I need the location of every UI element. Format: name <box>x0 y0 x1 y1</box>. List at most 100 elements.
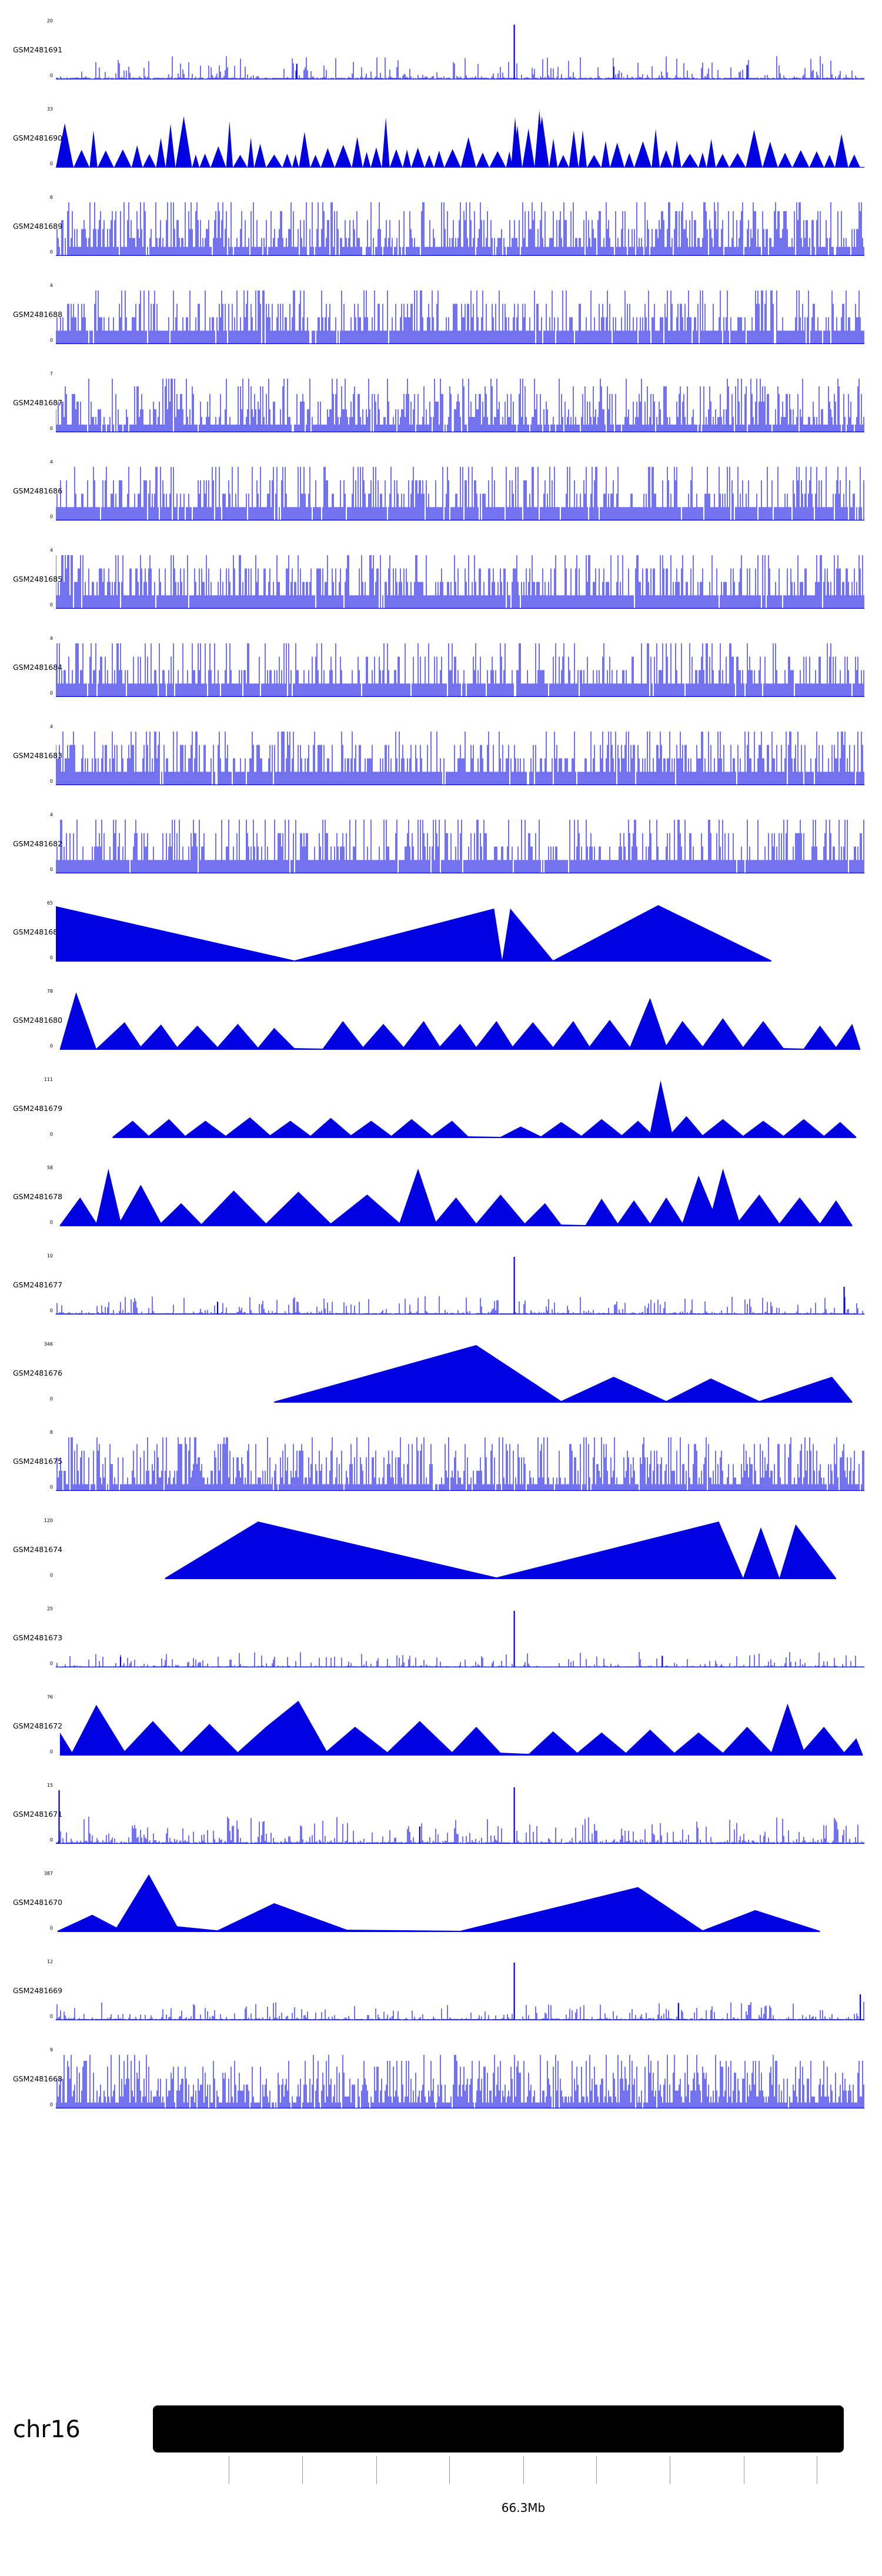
track-ymax-label: 4 <box>49 724 53 729</box>
track-signal-plot <box>56 1437 864 1491</box>
track-row: GSM2481674 120 0 <box>0 1517 882 1606</box>
track-ymax-label: 111 <box>44 1077 53 1082</box>
track-ymin-label: 0 <box>49 1484 53 1490</box>
track-ymin-label: 0 <box>49 514 53 519</box>
track-ymin-label: 0 <box>49 867 53 872</box>
track-row: GSM2481686 4 0 <box>0 459 882 547</box>
track-label: GSM2481691 <box>13 45 63 54</box>
track-signal-plot <box>56 110 864 168</box>
axis-tick <box>596 2456 597 2484</box>
track-signal-plot <box>56 290 864 344</box>
track-label: GSM2481675 <box>13 1457 63 1466</box>
track-signal-plot <box>57 1874 820 1932</box>
track-signal-plot <box>56 1611 864 1667</box>
track-signal-plot <box>56 555 864 609</box>
chromosome-label: chr16 <box>13 2416 81 2443</box>
track-ymax-label: 9 <box>49 2047 53 2053</box>
track-label: GSM2481681 <box>13 927 63 936</box>
track-row: GSM2481672 76 0 <box>0 1694 882 1782</box>
track-ymin-label: 0 <box>49 602 53 608</box>
track-ymin-label: 0 <box>49 1926 53 1931</box>
axis-tick <box>449 2456 450 2484</box>
track-signal-plot <box>59 1169 853 1226</box>
track-row: GSM2481668 9 0 <box>0 2047 882 2135</box>
axis-tick <box>376 2456 377 2484</box>
track-ymin-label: 0 <box>49 2014 53 2019</box>
track-signal-plot <box>56 731 864 785</box>
track-label: GSM2481671 <box>13 1810 63 1818</box>
track-ymin-label: 0 <box>49 161 53 166</box>
track-row: GSM2481688 4 0 <box>0 282 882 371</box>
track-ymax-label: 387 <box>44 1871 53 1876</box>
track-row: GSM2481685 4 0 <box>0 547 882 635</box>
track-signal-plot <box>56 643 864 697</box>
track-row: GSM2481690 33 0 <box>0 106 882 194</box>
track-row: GSM2481681 65 0 <box>0 900 882 988</box>
track-row: GSM2481680 78 0 <box>0 988 882 1076</box>
track-ymax-label: 7 <box>49 371 53 376</box>
track-ymax-label: 346 <box>44 1342 53 1347</box>
track-label: GSM2481676 <box>13 1369 63 1377</box>
track-ymin-label: 0 <box>49 249 53 255</box>
track-ymax-label: 6 <box>49 195 53 200</box>
track-row: GSM2481687 7 0 <box>0 371 882 459</box>
track-signal-plot <box>165 1521 836 1579</box>
track-ymin-label: 0 <box>49 955 53 960</box>
track-label: GSM2481672 <box>13 1721 63 1730</box>
track-ymin-label: 0 <box>49 1396 53 1402</box>
track-ymax-label: 15 <box>46 1783 53 1788</box>
track-row: GSM2481691 20 0 <box>0 18 882 106</box>
track-label: GSM2481687 <box>13 398 63 407</box>
track-label: GSM2481674 <box>13 1545 63 1554</box>
track-label: GSM2481689 <box>13 222 63 231</box>
track-row: GSM2481684 4 0 <box>0 635 882 723</box>
track-label: GSM2481688 <box>13 310 63 319</box>
track-signal-plot <box>56 1787 864 1844</box>
track-row: GSM2481682 4 0 <box>0 812 882 900</box>
track-ymax-label: 65 <box>46 900 53 906</box>
axis-tick <box>523 2456 524 2484</box>
track-ymax-label: 4 <box>49 636 53 641</box>
track-ymax-label: 12 <box>46 1959 53 1964</box>
track-ymin-label: 0 <box>49 1749 53 1754</box>
track-signal-plot <box>112 1080 857 1138</box>
chromosome-bar <box>153 2405 844 2452</box>
track-ymin-label: 0 <box>49 2102 53 2107</box>
track-ymin-label: 0 <box>49 426 53 431</box>
track-label: GSM2481683 <box>13 751 63 760</box>
position-label: 66.3Mb <box>501 2501 546 2515</box>
track-label: GSM2481680 <box>13 1016 63 1025</box>
track-label: GSM2481684 <box>13 663 63 672</box>
track-ymax-label: 4 <box>49 283 53 288</box>
track-signal-plot <box>56 202 864 256</box>
track-ymax-label: 120 <box>44 1518 53 1523</box>
track-ymax-label: 25 <box>46 1606 53 1611</box>
track-signal-plot <box>56 905 771 962</box>
track-row: GSM2481673 25 0 <box>0 1606 882 1694</box>
track-signal-plot <box>56 466 864 520</box>
track-ymin-label: 0 <box>49 1308 53 1313</box>
track-ymin-label: 0 <box>49 690 53 696</box>
track-ymin-label: 0 <box>49 1837 53 1843</box>
track-row: GSM2481670 387 0 <box>0 1870 882 1958</box>
track-ymin-label: 0 <box>49 1573 53 1578</box>
track-signal-plot <box>56 378 864 432</box>
axis-tick <box>302 2456 303 2484</box>
track-ymax-label: 4 <box>49 548 53 553</box>
track-label: GSM2481690 <box>13 134 63 142</box>
track-ymin-label: 0 <box>49 1043 53 1049</box>
track-label: GSM2481677 <box>13 1280 63 1289</box>
track-ymax-label: 8 <box>49 1430 53 1435</box>
track-label: GSM2481686 <box>13 486 63 495</box>
track-row: GSM2481678 58 0 <box>0 1164 882 1253</box>
track-signal-plot <box>59 992 861 1050</box>
track-ymax-label: 76 <box>46 1694 53 1700</box>
track-ymax-label: 10 <box>46 1253 53 1259</box>
track-signal-plot <box>274 1345 853 1403</box>
track-row: GSM2481683 4 0 <box>0 723 882 812</box>
track-ymin-label: 0 <box>49 779 53 784</box>
track-row: GSM2481676 346 0 <box>0 1341 882 1429</box>
track-signal-plot <box>56 819 864 873</box>
track-signal-plot <box>59 1700 863 1756</box>
track-ymax-label: 4 <box>49 812 53 817</box>
